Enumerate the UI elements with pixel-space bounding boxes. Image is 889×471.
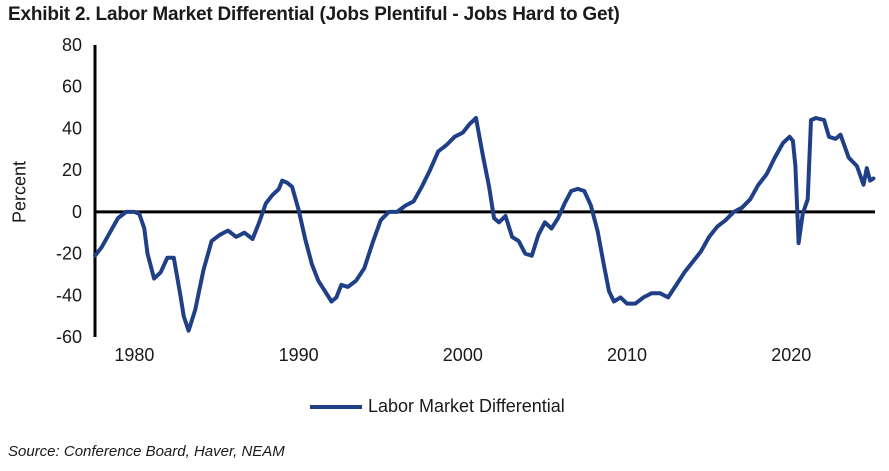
source-note: Source: Conference Board, Haver, NEAM (8, 443, 285, 460)
x-tick-label: 1980 (114, 345, 154, 365)
y-tick-label: -60 (56, 327, 82, 347)
y-tick-label: 80 (62, 35, 82, 55)
y-tick-label: 0 (72, 202, 82, 222)
series-line-labor-market-differential (93, 116, 876, 333)
x-tick-label: 2010 (607, 345, 647, 365)
y-tick-label: -40 (56, 285, 82, 305)
legend-swatch (310, 404, 362, 409)
y-axis-ticks: 80 60 40 20 0 -20 -40 -60 (56, 35, 82, 347)
x-axis-ticks: 1980 1990 2000 2010 2020 (114, 345, 811, 365)
chart-title: Exhibit 2. Labor Market Differential (Jo… (8, 4, 620, 25)
x-tick-label: 2000 (443, 345, 483, 365)
y-tick-label: 40 (62, 118, 82, 138)
legend: Labor Market Differential (310, 396, 565, 417)
y-tick-label: 60 (62, 77, 82, 97)
y-tick-label: 20 (62, 160, 82, 180)
y-tick-label: -20 (56, 244, 82, 264)
x-tick-label: 2020 (771, 345, 811, 365)
x-tick-label: 1990 (279, 345, 319, 365)
legend-label: Labor Market Differential (368, 396, 565, 416)
